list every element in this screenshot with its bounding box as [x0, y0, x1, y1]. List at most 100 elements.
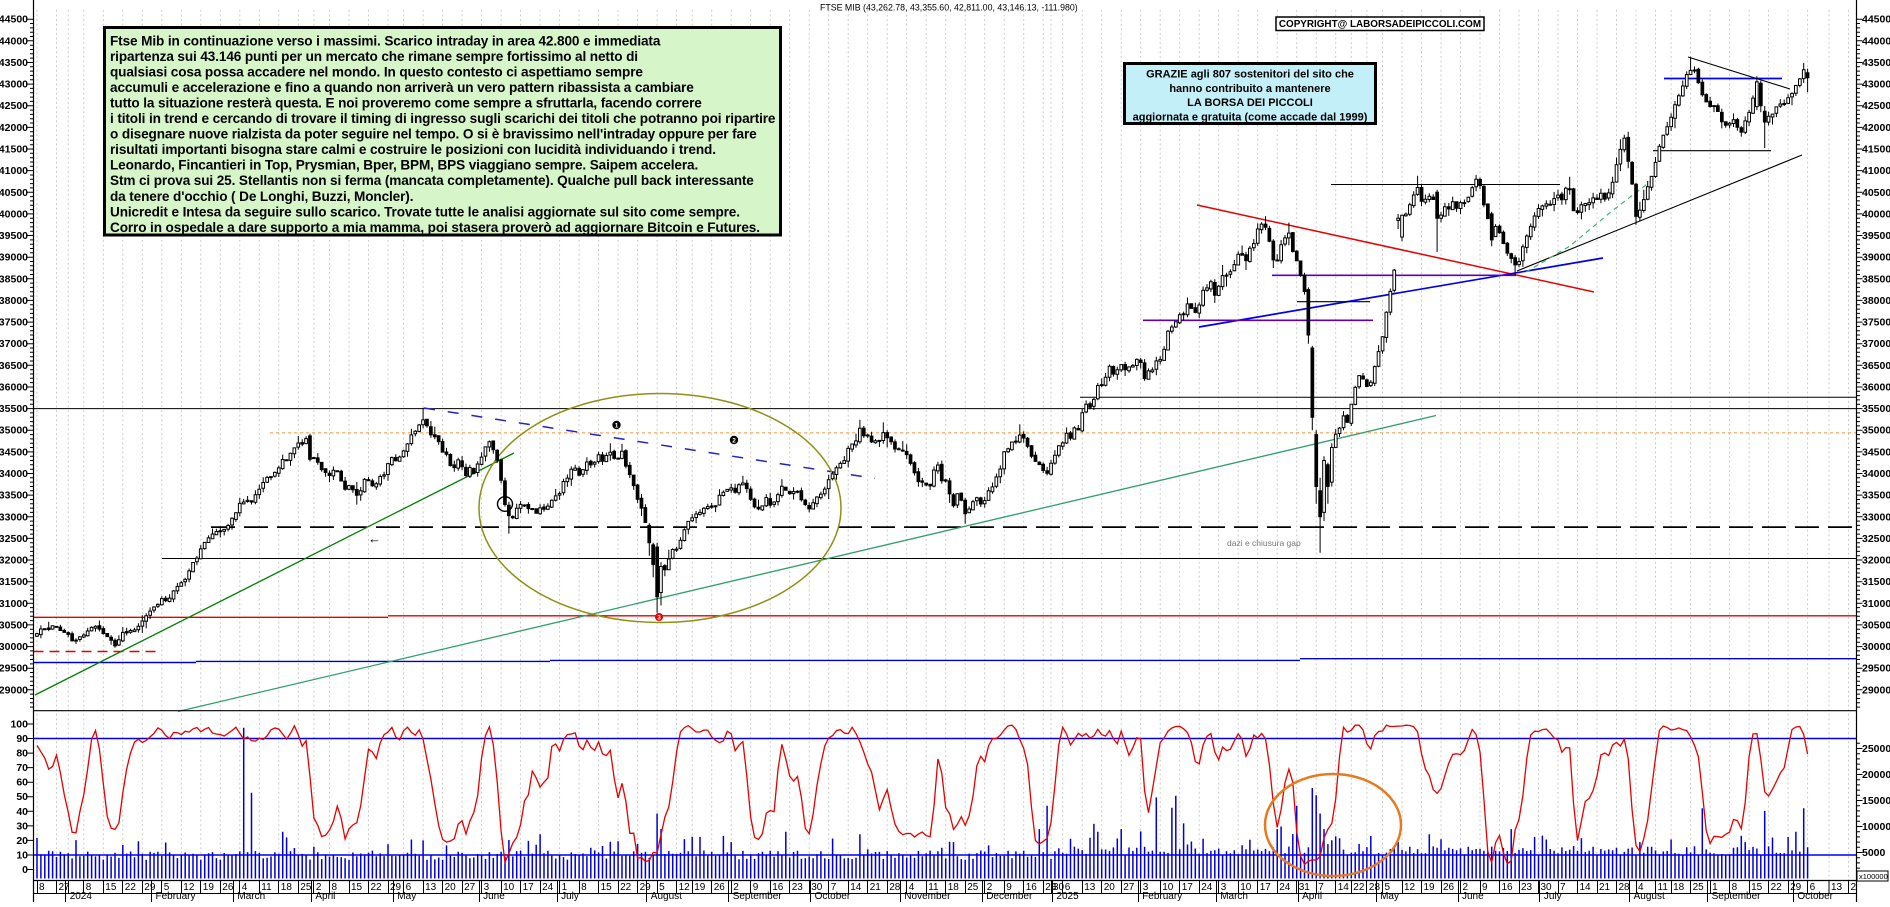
- svg-text:44500: 44500: [0, 14, 28, 26]
- svg-text:39500: 39500: [1862, 230, 1890, 242]
- svg-text:30000: 30000: [1862, 641, 1890, 653]
- svg-text:36500: 36500: [1862, 360, 1890, 372]
- svg-text:1: 1: [562, 882, 568, 893]
- svg-text:13: 13: [1831, 882, 1843, 893]
- svg-text:19: 19: [203, 882, 215, 893]
- svg-text:20: 20: [1104, 882, 1116, 893]
- svg-text:22: 22: [1353, 882, 1365, 893]
- svg-text:37000: 37000: [1862, 338, 1890, 350]
- svg-text:7: 7: [1318, 882, 1324, 893]
- svg-text:LA BORSA DEI PICCOLI: LA BORSA DEI PICCOLI: [1187, 97, 1313, 109]
- svg-text:1: 1: [1712, 882, 1718, 893]
- svg-text:43500: 43500: [1862, 57, 1890, 69]
- svg-text:41500: 41500: [1862, 144, 1890, 156]
- svg-text:31500: 31500: [0, 576, 28, 588]
- svg-text:12: 12: [1404, 882, 1416, 893]
- svg-text:25: 25: [300, 882, 312, 893]
- svg-text:21: 21: [1599, 882, 1611, 893]
- svg-text:38000: 38000: [0, 295, 28, 307]
- svg-text:29: 29: [390, 882, 402, 893]
- svg-text:9: 9: [753, 882, 759, 893]
- svg-text:x100000: x100000: [1859, 872, 1888, 881]
- svg-text:10: 10: [1240, 882, 1252, 893]
- svg-text:6: 6: [406, 882, 412, 893]
- svg-text:44500: 44500: [1862, 14, 1890, 26]
- svg-text:34000: 34000: [0, 468, 28, 480]
- svg-text:Unicredit e Intesa da seguire: Unicredit e Intesa da seguire sullo scar…: [110, 204, 740, 219]
- svg-text:25000: 25000: [1862, 743, 1890, 755]
- svg-text:44000: 44000: [1862, 35, 1890, 47]
- svg-text:27: 27: [59, 882, 71, 893]
- svg-text:44000: 44000: [0, 35, 28, 47]
- svg-text:12: 12: [679, 882, 691, 893]
- svg-text:Ftse Mib in continuazione vers: Ftse Mib in continuazione verso i massim…: [110, 33, 661, 48]
- svg-text:qualsiasi cosa possa accadere: qualsiasi cosa possa accadere nel mondo.…: [110, 64, 643, 79]
- svg-text:37000: 37000: [0, 338, 28, 350]
- svg-text:50: 50: [16, 791, 28, 803]
- svg-text:14: 14: [1580, 882, 1592, 893]
- svg-text:8: 8: [86, 882, 92, 893]
- svg-text:31000: 31000: [1862, 598, 1890, 610]
- svg-text:30000: 30000: [0, 641, 28, 653]
- svg-text:39000: 39000: [0, 252, 28, 264]
- svg-text:15: 15: [105, 882, 117, 893]
- svg-text:27: 27: [464, 882, 476, 893]
- svg-text:July: July: [1544, 891, 1562, 902]
- svg-text:29000: 29000: [1862, 684, 1890, 696]
- svg-text:i titoli in trend e cercando d: i titoli in trend e cercando di trovare …: [110, 111, 776, 126]
- svg-text:31500: 31500: [1862, 576, 1890, 588]
- svg-text:28: 28: [889, 882, 901, 893]
- svg-text:90: 90: [16, 733, 28, 745]
- svg-text:29500: 29500: [0, 663, 28, 675]
- svg-text:42500: 42500: [1862, 100, 1890, 112]
- svg-text:2: 2: [1851, 882, 1857, 893]
- svg-text:dazi e chiusura gap: dazi e chiusura gap: [1227, 538, 1301, 548]
- svg-text:3: 3: [1143, 882, 1149, 893]
- svg-text:March: March: [237, 891, 265, 902]
- svg-text:5: 5: [1385, 882, 1391, 893]
- svg-text:22: 22: [1771, 882, 1783, 893]
- svg-text:October: October: [815, 891, 851, 902]
- svg-text:20000: 20000: [1862, 769, 1890, 781]
- svg-text:February: February: [156, 891, 196, 902]
- svg-text:17: 17: [523, 882, 535, 893]
- svg-text:December: December: [986, 891, 1033, 902]
- svg-text:September: September: [1712, 891, 1762, 902]
- svg-text:34500: 34500: [0, 446, 28, 458]
- svg-text:Corro in ospedale a dare suppo: Corro in ospedale a dare supporto a mia …: [110, 220, 760, 235]
- svg-text:risultati importanti bisogna s: risultati importanti bisogna stare calmi…: [110, 142, 716, 157]
- svg-text:2024: 2024: [70, 891, 93, 902]
- svg-text:15: 15: [351, 882, 363, 893]
- svg-text:1: 1: [615, 423, 619, 430]
- svg-text:14: 14: [850, 882, 862, 893]
- svg-text:15: 15: [1751, 882, 1763, 893]
- svg-text:20: 20: [445, 882, 457, 893]
- svg-text:13: 13: [425, 882, 437, 893]
- svg-text:May: May: [397, 891, 416, 902]
- svg-text:42000: 42000: [1862, 122, 1890, 134]
- svg-text:6: 6: [1065, 882, 1071, 893]
- svg-text:24: 24: [1201, 882, 1213, 893]
- svg-text:2: 2: [987, 882, 993, 893]
- svg-text:9: 9: [1006, 882, 1012, 893]
- svg-text:November: November: [904, 891, 951, 902]
- svg-text:2: 2: [732, 438, 736, 445]
- svg-text:15: 15: [601, 882, 613, 893]
- svg-text:32500: 32500: [1862, 533, 1890, 545]
- svg-text:70: 70: [16, 762, 28, 774]
- svg-text:37500: 37500: [1862, 317, 1890, 329]
- svg-text:Stm ci prova sui 25. Stellanti: Stm ci prova sui 25. Stellantis non si f…: [110, 173, 754, 188]
- svg-text:31000: 31000: [0, 598, 28, 610]
- svg-text:29: 29: [1790, 882, 1802, 893]
- svg-text:hanno contribuito a mantenere: hanno contribuito a mantenere: [1169, 83, 1330, 95]
- svg-text:40: 40: [16, 806, 28, 818]
- svg-text:September: September: [733, 891, 783, 902]
- svg-text:February: February: [1142, 891, 1182, 902]
- svg-text:35500: 35500: [0, 403, 28, 415]
- svg-text:30500: 30500: [0, 619, 28, 631]
- svg-text:22: 22: [371, 882, 383, 893]
- svg-text:9: 9: [1482, 882, 1488, 893]
- svg-text:38000: 38000: [1862, 295, 1890, 307]
- svg-text:aggiornata e gratuita (come ac: aggiornata e gratuita (come accade dal 1…: [1133, 111, 1368, 123]
- svg-text:30: 30: [16, 820, 28, 832]
